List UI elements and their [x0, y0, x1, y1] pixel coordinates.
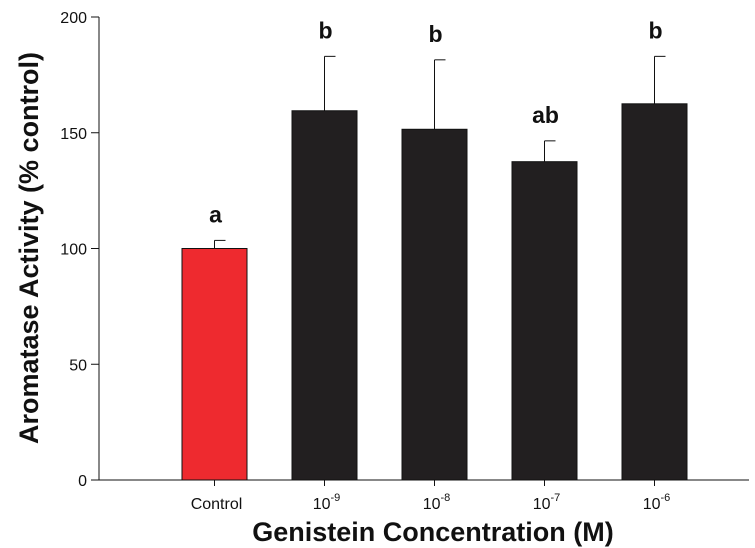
y-tick-label: 200	[60, 10, 87, 27]
bar	[291, 110, 358, 481]
x-axis	[99, 479, 749, 486]
y-tick-label: 150	[60, 126, 87, 143]
x-tick-label: 10-7	[533, 492, 561, 513]
significance-label: b	[648, 17, 662, 43]
significance-label: b	[428, 21, 442, 47]
bars	[181, 103, 688, 481]
y-tick-label: 100	[60, 242, 87, 259]
x-axis-title: Genistein Concentration (M)	[252, 517, 614, 547]
y-tick-label: 50	[69, 357, 87, 374]
y-tick-label: 0	[78, 473, 87, 490]
x-tick-label: 10-9	[313, 492, 341, 513]
significance-label: b	[318, 17, 332, 43]
bar	[181, 248, 248, 481]
y-axis	[91, 16, 100, 481]
x-tick-label: 10-8	[423, 492, 451, 513]
x-tick-label: Control	[191, 496, 243, 513]
x-tick-labels: Control 10-9 10-8 10-7 10-6	[191, 492, 671, 513]
significance-label: a	[209, 201, 222, 227]
significance-label: ab	[532, 102, 559, 128]
error-bars	[214, 55, 666, 249]
y-tick-labels: 0 50 100 150 200	[60, 10, 87, 490]
bar	[401, 128, 468, 481]
bar	[511, 161, 578, 481]
x-tick-label: 10-6	[643, 492, 671, 513]
bar	[621, 103, 688, 481]
y-axis-title: Aromatase Activity (% control)	[14, 52, 44, 444]
